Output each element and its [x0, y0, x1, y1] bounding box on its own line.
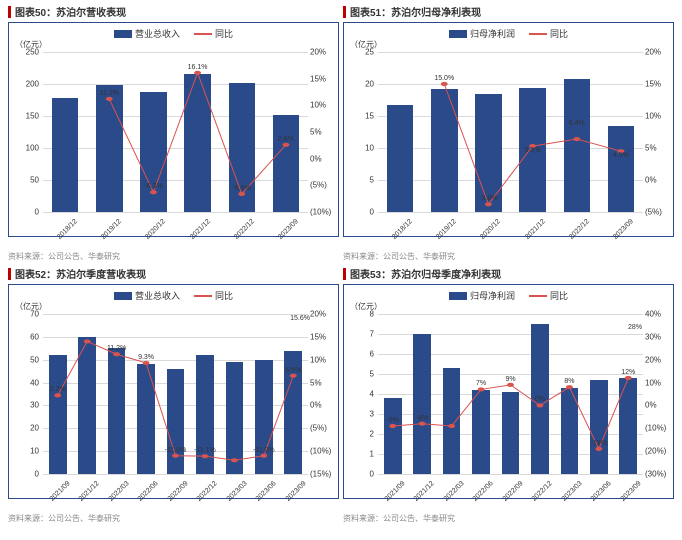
legend-line-label: 同比: [550, 289, 568, 302]
data-label: -11.0%: [165, 447, 187, 454]
data-label: 16.1%: [188, 64, 208, 71]
y-axis-right: (30%)(20%)(10%)0%10%20%30%40%: [645, 314, 669, 474]
legend-bar-label: 营业总收入: [135, 27, 180, 40]
source-text: 资料来源：公司公告、华泰研究: [8, 251, 339, 262]
chart-title: 图表51：苏泊尔归母净利表现: [350, 4, 481, 19]
legend-bar-item: 营业总收入: [114, 27, 180, 40]
chart-52: 图表52：苏泊尔季度营收表现营业总收入同比（亿元）010203040506070…: [8, 266, 339, 524]
legend-bar-label: 归母净利润: [470, 289, 515, 302]
data-label: 4.5%: [613, 152, 629, 159]
data-label: 15.6%: [290, 314, 310, 321]
data-label: 8%: [564, 378, 574, 385]
legend-line-swatch: [194, 33, 212, 35]
data-label: -11.1%: [194, 447, 216, 454]
data-label: 9%: [505, 376, 515, 383]
legend: 营业总收入 同比: [15, 27, 332, 40]
legend-line-swatch: [529, 295, 547, 297]
line-series: [378, 52, 643, 212]
legend-bar-swatch: [114, 30, 132, 38]
title-accent: [343, 6, 346, 18]
data-label: -6.3%: [144, 183, 162, 190]
line-series: [43, 52, 308, 212]
legend-line-item: 同比: [529, 289, 568, 302]
data-label: -11.0%: [253, 447, 275, 454]
legend-line-item: 同比: [529, 27, 568, 40]
data-label: 5.3%: [525, 147, 541, 154]
y-axis-right: (5%)0%5%10%15%20%: [645, 52, 669, 212]
legend-bar-item: 营业总收入: [114, 289, 180, 302]
plot-area: 050100150200250(10%)(5%)0%5%10%15%20%11.…: [43, 52, 308, 212]
data-label: 9.3%: [138, 354, 154, 361]
data-label: 2.6%: [278, 136, 294, 143]
source-text: 资料来源：公司公告、华泰研究: [8, 513, 339, 524]
title-accent: [343, 268, 346, 280]
chart-area: 营业总收入同比（亿元）050100150200250(10%)(5%)0%5%1…: [8, 22, 339, 237]
legend-line-item: 同比: [194, 27, 233, 40]
line-series: [378, 314, 643, 474]
chart-area: 归母净利润同比（亿元）012345678(30%)(20%)(10%)0%10%…: [343, 284, 674, 499]
x-axis: 2018/122019/122020/122021/122022/122023/…: [43, 227, 308, 234]
data-label: -6.6%: [233, 185, 251, 192]
legend-bar-item: 归母净利润: [449, 27, 515, 40]
chart-area: 营业总收入同比（亿元）010203040506070(15%)(10%)(5%)…: [8, 284, 339, 499]
x-axis: 2021/092021/122022/032022/062022/092022/…: [378, 489, 643, 496]
plot-area: 012345678(30%)(20%)(10%)0%10%20%30%40%-9…: [378, 314, 643, 474]
data-label: -9%: [386, 417, 398, 424]
chart-title: 图表52：苏泊尔季度营收表现: [15, 266, 146, 281]
legend-line-label: 同比: [550, 27, 568, 40]
source-text: 资料来源：公司公告、华泰研究: [343, 513, 674, 524]
data-label: 11.2%: [107, 345, 126, 352]
data-label: 11.2%: [100, 90, 119, 97]
chart-grid: 图表50：苏泊尔营收表现营业总收入同比（亿元）050100150200250(1…: [0, 0, 682, 528]
data-label: 7%: [476, 380, 486, 387]
legend-bar-swatch: [449, 292, 467, 300]
y-axis-right: (15%)(10%)(5%)0%5%10%15%20%: [310, 314, 334, 474]
y-axis-left: 012345678: [350, 314, 374, 474]
data-label: 2.2%: [50, 386, 66, 393]
legend-line-label: 同比: [215, 27, 233, 40]
data-label: 0%: [535, 396, 545, 403]
y-axis-right: (10%)(5%)0%5%10%15%20%: [310, 52, 334, 212]
plot-area: 010203040506070(15%)(10%)(5%)0%5%10%15%2…: [43, 314, 308, 474]
legend-bar-label: 归母净利润: [470, 27, 515, 40]
legend-line-swatch: [529, 33, 547, 35]
legend: 营业总收入 同比: [15, 289, 332, 302]
chart-50: 图表50：苏泊尔营收表现营业总收入同比（亿元）050100150200250(1…: [8, 4, 339, 262]
legend-bar-item: 归母净利润: [449, 289, 515, 302]
legend-line-item: 同比: [194, 289, 233, 302]
y-axis-left: 0510152025: [350, 52, 374, 212]
data-label: 28%: [628, 324, 642, 331]
data-label: 15.0%: [434, 75, 454, 82]
data-label: 6.5%: [285, 367, 301, 374]
chart-title: 图表50：苏泊尔营收表现: [15, 4, 126, 19]
chart-area: 归母净利润同比（亿元）0510152025(5%)0%5%10%15%20%15…: [343, 22, 674, 237]
title-accent: [8, 268, 11, 280]
data-label: 6.4%: [569, 120, 585, 127]
chart-51: 图表51：苏泊尔归母净利表现归母净利润同比（亿元）0510152025(5%)0…: [343, 4, 674, 262]
legend: 归母净利润 同比: [350, 289, 667, 302]
data-label: -3.8%: [479, 195, 497, 202]
data-label: -19%: [591, 440, 607, 447]
data-label: 12%: [621, 369, 635, 376]
legend-bar-label: 营业总收入: [135, 289, 180, 302]
plot-area: 0510152025(5%)0%5%10%15%20%15.0%-3.8%5.3…: [378, 52, 643, 212]
title-accent: [8, 6, 11, 18]
legend-line-swatch: [194, 295, 212, 297]
y-axis-left: 010203040506070: [15, 314, 39, 474]
chart-53: 图表53：苏泊尔归母季度净利表现归母净利润同比（亿元）012345678(30%…: [343, 266, 674, 524]
x-axis: 2018/122019/122020/122021/122022/122023/…: [378, 227, 643, 234]
y-axis-left: 050100150200250: [15, 52, 39, 212]
chart-title: 图表53：苏泊尔归母季度净利表现: [350, 266, 501, 281]
legend: 归母净利润 同比: [350, 27, 667, 40]
x-axis: 2021/092021/122022/032022/062022/092022/…: [43, 489, 308, 496]
source-text: 资料来源：公司公告、华泰研究: [343, 251, 674, 262]
legend-bar-swatch: [449, 30, 467, 38]
legend-bar-swatch: [114, 292, 132, 300]
data-label: -8%: [416, 415, 428, 422]
legend-line-label: 同比: [215, 289, 233, 302]
